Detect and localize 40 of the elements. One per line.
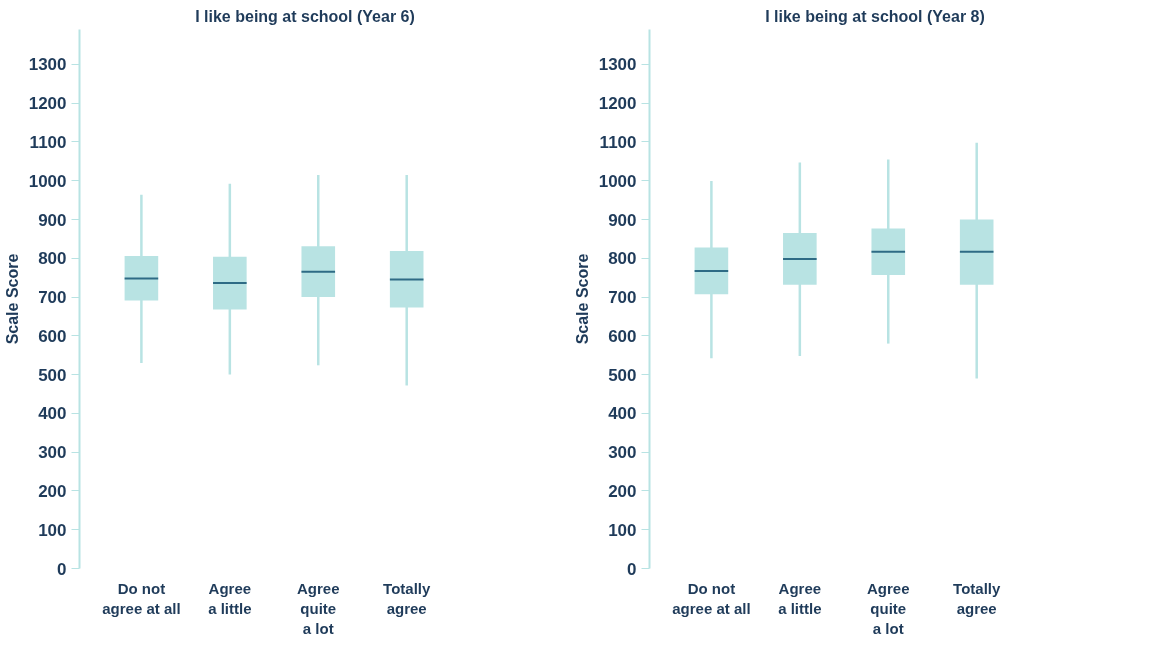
y-tick-label: 100	[608, 520, 637, 540]
y-tick-label: 200	[608, 481, 637, 501]
y-tick-label: 700	[608, 288, 637, 308]
y-tick-label: 600	[608, 326, 637, 346]
y-tick-label: 300	[38, 443, 67, 463]
y-tick-label: 600	[38, 326, 67, 346]
y-tick-label: 1300	[598, 55, 637, 75]
y-tick-label: 500	[38, 365, 67, 385]
y-tick-label: 800	[608, 249, 637, 269]
y-tick-label: 100	[38, 520, 67, 540]
y-tick-label: 0	[57, 559, 67, 579]
y-tick-label: 1100	[29, 132, 67, 152]
chart-title: I like being at school (Year 8)	[765, 7, 985, 25]
x-tick-label: Totally agree	[953, 579, 1001, 617]
x-tick-label: Agree a little	[208, 579, 252, 617]
y-tick-label: 400	[608, 404, 637, 424]
y-tick-label: 900	[608, 210, 637, 230]
y-tick-label: 1300	[28, 55, 67, 75]
x-tick-label: Do not agree at all	[102, 579, 181, 617]
y-tick-label: 1100	[599, 132, 637, 152]
x-tick-label: Totally agree	[383, 579, 431, 617]
y-tick-label: 800	[38, 249, 67, 269]
y-tick-label: 0	[627, 559, 637, 579]
y-tick-label: 1000	[598, 171, 637, 191]
x-tick-label: Agree quite a lot	[297, 579, 340, 638]
y-tick-label: 900	[38, 210, 67, 230]
y-tick-label: 200	[38, 481, 67, 501]
x-tick-label: Agree quite a lot	[867, 579, 910, 638]
x-tick-label: Agree a little	[778, 579, 822, 617]
y-axis-title: Scale Score	[573, 253, 591, 345]
y-tick-label: 1200	[28, 94, 67, 114]
y-tick-label: 400	[38, 404, 67, 424]
x-tick-label: Do not agree at all	[672, 579, 751, 617]
chart-title: I like being at school (Year 6)	[195, 7, 415, 25]
y-tick-label: 700	[38, 288, 67, 308]
y-tick-label: 1200	[598, 94, 637, 114]
y-tick-label: 300	[608, 443, 637, 463]
y-axis-title: Scale Score	[3, 253, 21, 345]
y-tick-label: 500	[608, 365, 637, 385]
y-tick-label: 1000	[28, 171, 67, 191]
